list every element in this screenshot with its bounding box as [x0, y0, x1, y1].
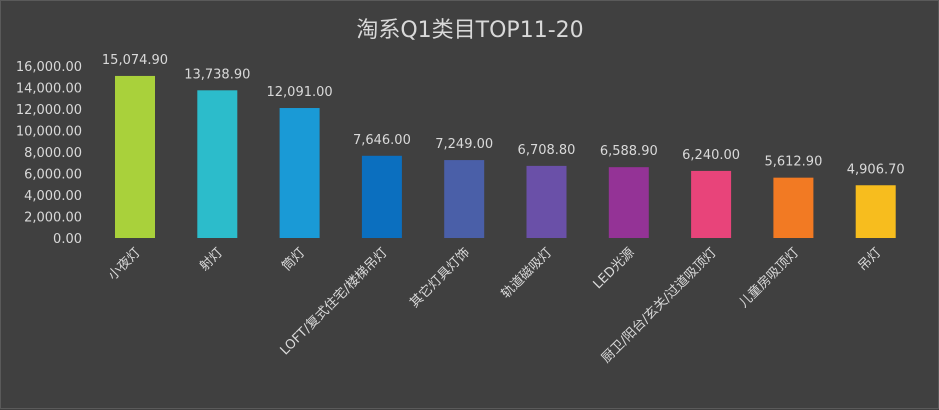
bar: [197, 90, 238, 238]
data-label: 6,708.80: [518, 143, 576, 158]
y-tick-label: 2,000.00: [24, 211, 82, 226]
y-axis: 0.00 2,000.00 4,000.00 6,000.00 8,000.00 10,0…: [16, 60, 82, 247]
data-label: 15,074.90: [102, 53, 168, 68]
y-tick-label: 4,000.00: [24, 189, 82, 204]
data-label: 4,906.70: [847, 162, 905, 177]
bar: [855, 185, 896, 238]
bar: [279, 108, 320, 238]
data-label: 12,091.00: [267, 85, 333, 100]
y-tick-label: 16,000.00: [16, 60, 82, 75]
y-tick-label: 0.00: [53, 232, 82, 247]
data-label: 7,646.00: [353, 133, 411, 148]
data-label: 5,612.90: [764, 155, 822, 170]
bar: [361, 155, 402, 238]
bar: [444, 160, 485, 238]
category-label: 吊灯: [856, 245, 885, 274]
y-tick-label: 10,000.00: [16, 125, 82, 140]
category-label: 射灯: [196, 245, 226, 275]
category-label: 轨道磁吸灯: [499, 245, 556, 302]
y-tick-label: 14,000.00: [16, 82, 82, 97]
bar: [691, 170, 732, 238]
y-tick-label: 12,000.00: [16, 103, 82, 118]
bar: [773, 177, 814, 238]
category-label: 小夜灯: [106, 245, 144, 283]
data-labels-group: 15,074.90 13,738.90 12,091.00 7,646.00 7,249…: [102, 53, 905, 177]
data-label: 6,240.00: [682, 148, 740, 163]
category-label: 儿童房吸顶灯: [736, 245, 802, 311]
y-tick-label: 6,000.00: [24, 168, 82, 183]
category-label: 筒灯: [279, 245, 309, 275]
data-label: 13,738.90: [184, 67, 250, 82]
chart-title: 淘系Q1类目TOP11-20: [356, 18, 583, 43]
bars-group: [115, 75, 896, 238]
category-label: LED光源: [591, 245, 638, 292]
bar: [608, 167, 649, 238]
y-tick-label: 8,000.00: [24, 146, 82, 161]
data-label: 6,588.90: [600, 144, 658, 159]
bar: [526, 165, 567, 238]
bar: [115, 75, 155, 238]
category-label: 其它灯具灯饰: [407, 245, 473, 311]
data-label: 7,249.00: [435, 137, 493, 152]
